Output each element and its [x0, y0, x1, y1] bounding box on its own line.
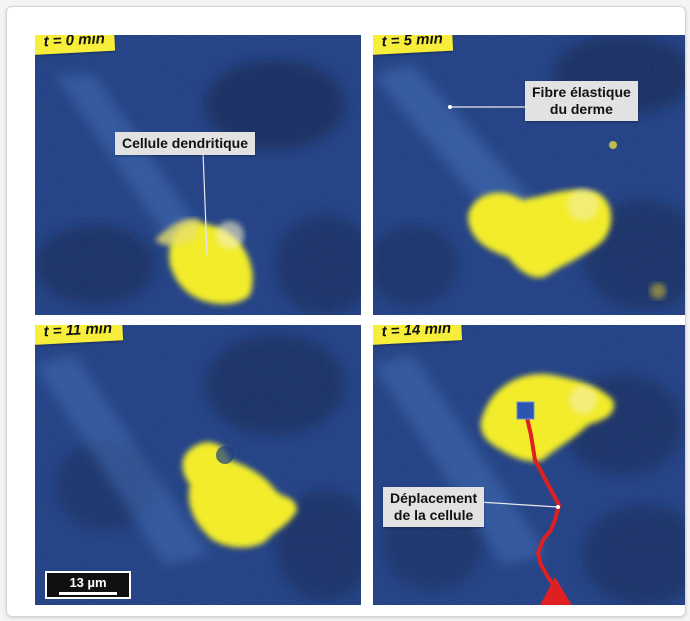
- panel-t5: t = 5 min Fibre élastique du derme: [373, 35, 685, 315]
- dendritic-cell-label: Cellule dendritique: [115, 132, 256, 155]
- microscopy-image-t11: [35, 325, 361, 605]
- cell-track-overlay: [462, 401, 572, 605]
- displacement-label: Déplacement de la cellule: [383, 487, 485, 527]
- microscopy-image-t0: [35, 35, 361, 315]
- annotation-leader-line: [202, 151, 208, 256]
- scale-bar-label: 13 µm: [69, 575, 107, 590]
- panel-t11: t = 11 min 13 µm: [35, 325, 361, 605]
- panel-t14: t = 14 min Déplacement de la cellule: [373, 325, 685, 605]
- cell-trajectory-line: [523, 408, 561, 589]
- scale-bar-line: [59, 592, 117, 595]
- elastic-fiber-label: Fibre élastique du derme: [525, 81, 638, 121]
- microscopy-image-t5: [373, 35, 685, 315]
- scale-bar: 13 µm: [45, 571, 131, 599]
- end-position-marker: [540, 577, 572, 605]
- displacement-label-line2: de la cellule: [393, 507, 474, 523]
- elastic-fiber-label-line2: du derme: [549, 101, 613, 117]
- start-position-marker: [516, 401, 535, 420]
- figure-container: t = 0 min Cellule dendritique t = 5 min …: [6, 6, 686, 617]
- panel-t0: t = 0 min Cellule dendritique: [35, 35, 361, 315]
- displacement-label-line1: Déplacement: [390, 490, 478, 506]
- elastic-fiber-label-line1: Fibre élastique: [532, 84, 631, 100]
